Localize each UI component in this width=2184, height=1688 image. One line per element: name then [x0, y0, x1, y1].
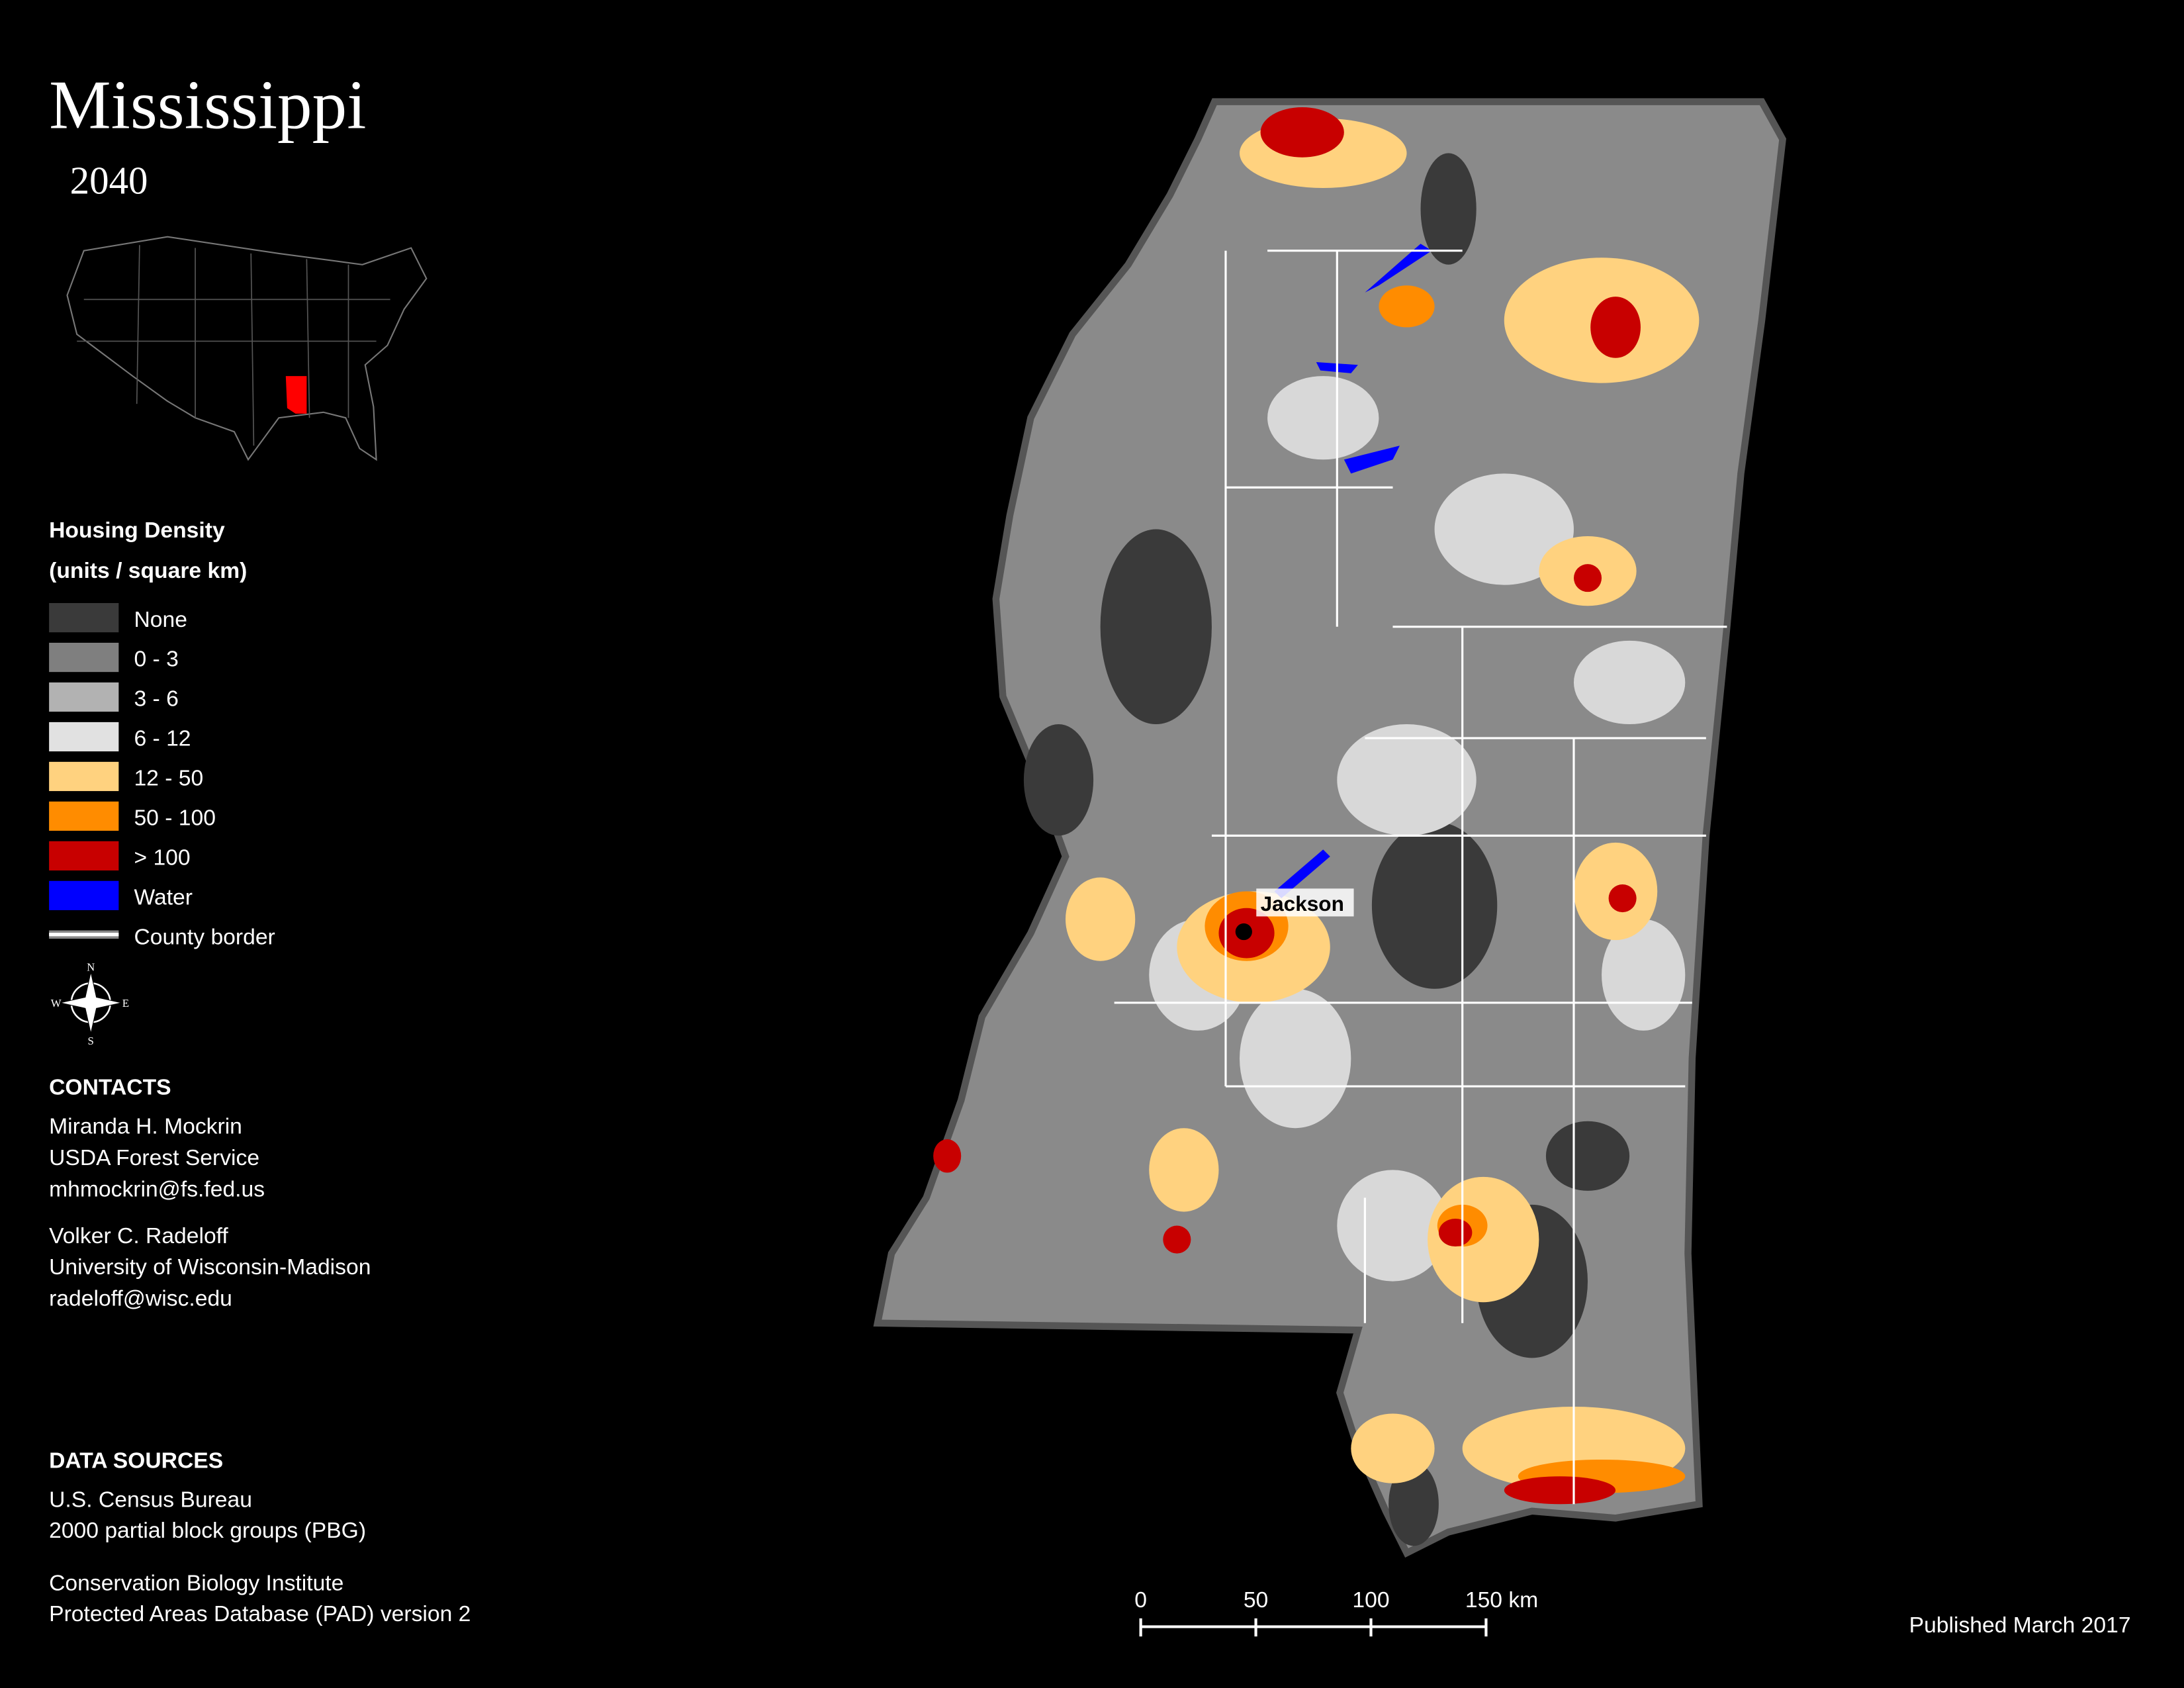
mississippi-highlight [285, 376, 307, 414]
legend-swatch [49, 801, 119, 831]
county-borders [1114, 250, 1727, 1505]
scale-label: 0 [1134, 1588, 1147, 1613]
subtitle: 2040 [70, 159, 148, 202]
contacts-title: CONTACTS [49, 1076, 171, 1100]
scale-label: 50 [1244, 1588, 1268, 1613]
data-sources: U.S. Census Bureau 2000 partial block gro… [49, 1487, 471, 1626]
legend-swatch [49, 841, 119, 870]
contact-line: radeloff@wisc.edu [49, 1286, 232, 1311]
compass-n: N [87, 961, 95, 973]
legend-subtitle: (units / square km) [49, 559, 247, 583]
source-line: U.S. Census Bureau [49, 1487, 252, 1512]
contact-line: University of Wisconsin-Madison [49, 1255, 371, 1280]
legend-swatch [49, 682, 119, 712]
source-line: Conservation Biology Institute [49, 1571, 343, 1596]
contact-line: USDA Forest Service [49, 1146, 259, 1170]
jackson-marker [1235, 923, 1252, 941]
legend-swatch [49, 880, 119, 910]
legend: None 0 - 3 3 - 6 6 - 12 12 - 50 50 - 100 > 100… [49, 603, 275, 949]
contact-line: mhmockrin@fs.fed.us [49, 1177, 265, 1201]
legend-swatch [49, 642, 119, 673]
state-outline [873, 98, 1786, 1558]
title: Mississippi [49, 66, 366, 144]
compass-s: S [88, 1035, 94, 1047]
us-outline [66, 236, 428, 461]
legend-label: 3 - 6 [134, 687, 178, 712]
scale-label: 150 km [1465, 1588, 1538, 1613]
legend-label: 6 - 12 [134, 727, 191, 751]
jackson-label-bg [1256, 888, 1354, 917]
legend-swatch [49, 722, 119, 752]
legend-label: County border [134, 925, 275, 949]
legend-swatch [49, 761, 119, 792]
legend-label: > 100 [134, 846, 190, 870]
legend-label: 50 - 100 [134, 806, 216, 831]
contact-line: Volker C. Radeloff [49, 1224, 228, 1248]
legend-label: Water [134, 886, 193, 910]
legend-swatch [49, 603, 119, 633]
very-dense-areas [933, 107, 1641, 1505]
contacts: Miranda H. Mockrin USDA Forest Service mhm… [49, 1115, 371, 1311]
source-line: Protected Areas Database (PAD) version 2 [49, 1602, 471, 1626]
compass-w: W [51, 997, 62, 1009]
sources-title: DATA SOURCES [49, 1449, 223, 1474]
published-note: Published March 2017 [1909, 1613, 2131, 1638]
contact-line: Miranda H. Mockrin [49, 1115, 242, 1139]
water [1274, 244, 1432, 899]
scale-label: 100 [1352, 1588, 1389, 1613]
city-label: Jackson [1261, 892, 1344, 915]
compass: N S E W [51, 961, 129, 1047]
source-line: 2000 partial block groups (PBG) [49, 1519, 366, 1543]
state-map: Jackson [873, 98, 1786, 1558]
none-areas [1023, 153, 1630, 1546]
legend-label: None [134, 608, 187, 632]
legend-label: 12 - 50 [134, 767, 203, 791]
scale-bar: 0 50 100 150 km [1134, 1588, 1538, 1637]
us-inset [66, 236, 428, 461]
us-state-lines [77, 245, 390, 446]
compass-e: E [122, 997, 129, 1009]
legend-label: 0 - 3 [134, 647, 178, 672]
legend-title: Housing Density [49, 518, 225, 543]
